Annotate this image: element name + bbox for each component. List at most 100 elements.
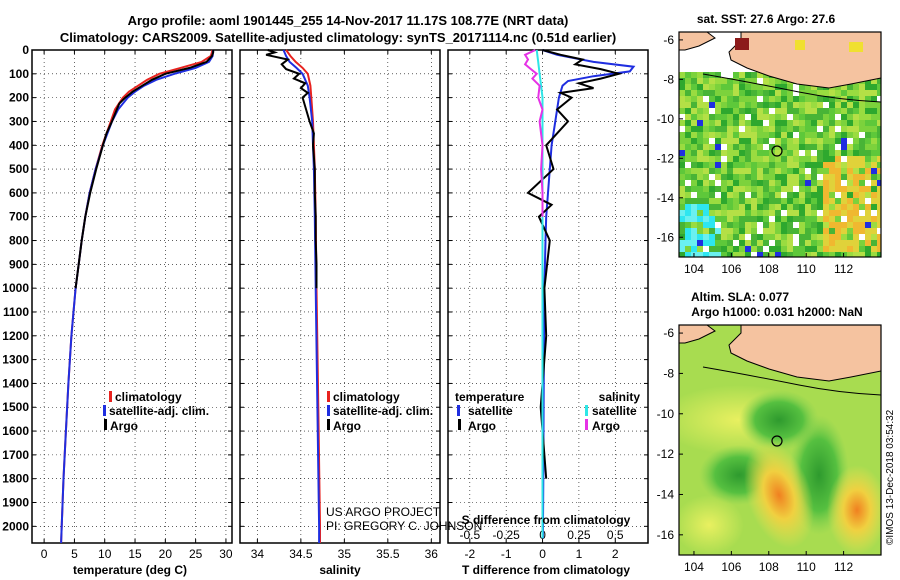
sst-pixel bbox=[745, 156, 751, 162]
sst-pixel bbox=[793, 222, 799, 228]
sst-pixel bbox=[703, 156, 709, 162]
sst-pixel bbox=[829, 246, 835, 252]
sst-pixel bbox=[829, 216, 835, 222]
sst-pixel bbox=[691, 180, 697, 186]
sst-pixel bbox=[727, 108, 733, 114]
sst-pixel bbox=[721, 120, 727, 126]
sst-pixel bbox=[751, 234, 757, 240]
sst-pixel bbox=[745, 84, 751, 90]
sst-pixel bbox=[763, 234, 769, 240]
sst-pixel bbox=[685, 234, 691, 240]
sst-pixel bbox=[835, 210, 841, 216]
sst-pixel bbox=[787, 102, 793, 108]
difference-legend: temperature satellite Argo salinity sate… bbox=[455, 390, 640, 433]
sst-pixel bbox=[769, 246, 775, 252]
legend-title-salinity: salinity bbox=[599, 390, 641, 404]
sst-pixel bbox=[703, 120, 709, 126]
sst-pixel bbox=[685, 96, 691, 102]
sst-pixel bbox=[733, 228, 739, 234]
sst-pixel bbox=[745, 72, 751, 78]
sst-pixel bbox=[685, 132, 691, 138]
sst-pixel bbox=[739, 144, 745, 150]
y-tick-label: 1800 bbox=[2, 472, 29, 486]
sst-pixel bbox=[691, 186, 697, 192]
sst-pixel bbox=[733, 72, 739, 78]
sst-pixel bbox=[691, 72, 697, 78]
sst-pixel bbox=[835, 246, 841, 252]
sst-pixel bbox=[841, 174, 847, 180]
sst-pixel bbox=[877, 114, 881, 120]
sst-pixel bbox=[727, 144, 733, 150]
sst-pixel bbox=[853, 174, 859, 180]
sst-pixel bbox=[715, 168, 721, 174]
sst-pixel bbox=[703, 198, 709, 204]
sst-pixel bbox=[685, 216, 691, 222]
sla-map bbox=[679, 325, 881, 555]
sst-pixel bbox=[679, 102, 685, 108]
sst-pixel bbox=[739, 228, 745, 234]
legend-label-satellite: satellite-adj. clim. bbox=[333, 404, 433, 418]
x-tick-label: 15 bbox=[128, 547, 142, 561]
sst-pixel bbox=[853, 126, 859, 132]
sst-pixel bbox=[793, 156, 799, 162]
sst-pixel bbox=[847, 126, 853, 132]
sst-pixel bbox=[817, 186, 823, 192]
sst-pixel bbox=[877, 78, 881, 84]
sst-pixel bbox=[805, 102, 811, 108]
sst-pixel bbox=[877, 222, 881, 228]
sst-pixel bbox=[859, 174, 865, 180]
sst-pixel bbox=[739, 204, 745, 210]
sst-pixel bbox=[733, 126, 739, 132]
sst-pixel bbox=[757, 204, 763, 210]
sst-pixel bbox=[715, 144, 721, 150]
sst-pixel bbox=[733, 198, 739, 204]
sst-pixel bbox=[739, 156, 745, 162]
sst-pixel bbox=[871, 138, 877, 144]
sst-pixel bbox=[859, 114, 865, 120]
sst-pixel bbox=[781, 240, 787, 246]
sst-pixel bbox=[805, 126, 811, 132]
sst-pixel bbox=[703, 234, 709, 240]
sst-pixel bbox=[775, 162, 781, 168]
sst-pixel bbox=[871, 108, 877, 114]
sst-pixel bbox=[745, 234, 751, 240]
sst-pixel bbox=[859, 222, 865, 228]
sst-pixel bbox=[841, 84, 847, 90]
sst-pixel bbox=[715, 180, 721, 186]
sst-pixel bbox=[769, 234, 775, 240]
sst-pixel bbox=[691, 156, 697, 162]
sst-pixel bbox=[853, 234, 859, 240]
sst-pixel bbox=[721, 168, 727, 174]
legend-title-temperature: temperature bbox=[455, 390, 525, 404]
sst-pixel bbox=[703, 96, 709, 102]
sst-pixel bbox=[871, 144, 877, 150]
sst-pixel bbox=[691, 204, 697, 210]
sst-pixel bbox=[745, 150, 751, 156]
sst-pixel bbox=[835, 222, 841, 228]
sst-pixel bbox=[733, 132, 739, 138]
sst-pixel bbox=[733, 96, 739, 102]
imos-credit: ©IMOS 13-Dec-2018 03:54:32 bbox=[885, 409, 896, 545]
sst-pixel bbox=[847, 228, 853, 234]
series-line bbox=[526, 49, 623, 479]
map-lon-label: 112 bbox=[834, 560, 853, 574]
salinity-axis-label: salinity bbox=[319, 563, 361, 577]
sst-pixel bbox=[697, 174, 703, 180]
sst-pixel bbox=[709, 216, 715, 222]
sst-pixel bbox=[817, 216, 823, 222]
sst-pixel bbox=[703, 102, 709, 108]
sst-pixel bbox=[811, 108, 817, 114]
sst-pixel bbox=[679, 222, 685, 228]
sst-pixel bbox=[721, 126, 727, 132]
sst-pixel bbox=[715, 150, 721, 156]
sst-pixel bbox=[679, 78, 685, 84]
sst-pixel bbox=[715, 252, 721, 257]
map-lat-label: -6 bbox=[663, 326, 674, 340]
sst-pixel bbox=[709, 228, 715, 234]
sst-pixel bbox=[751, 186, 757, 192]
sst-pixel bbox=[811, 144, 817, 150]
sst-pixel bbox=[745, 240, 751, 246]
sst-pixel bbox=[817, 240, 823, 246]
sst-pixel bbox=[853, 108, 859, 114]
sst-pixel bbox=[733, 186, 739, 192]
